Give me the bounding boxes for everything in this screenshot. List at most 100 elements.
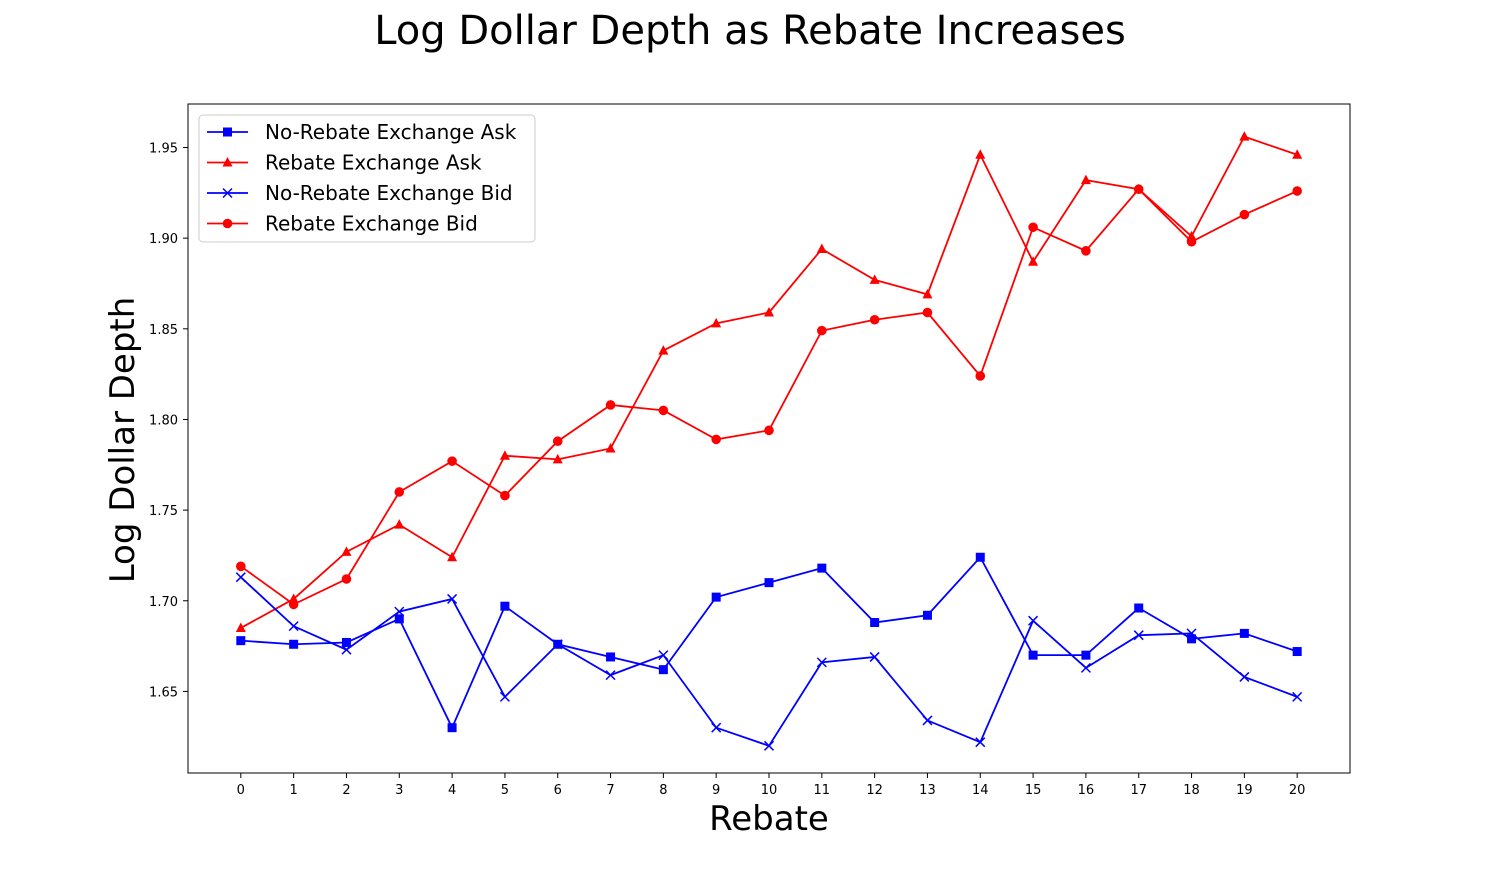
data-point [975, 552, 985, 562]
y-axis-ticks: 1.65 1.70 1.75 1.80 1.85 1.90 1.95 [149, 142, 188, 700]
data-point [922, 288, 933, 299]
x-tick-label: 15 [1025, 783, 1042, 798]
data-point [341, 637, 351, 647]
legend-label: No-Rebate Exchange Bid [265, 181, 513, 205]
x-tick-label: 14 [972, 783, 989, 798]
data-point [1186, 628, 1197, 639]
data-point [236, 561, 246, 572]
data-point [711, 317, 722, 328]
data-point [816, 243, 827, 254]
data-point [869, 314, 880, 325]
data-point [552, 436, 563, 447]
data-point [500, 490, 510, 501]
data-point [447, 593, 458, 604]
data-point [870, 618, 880, 628]
data-point [1028, 650, 1038, 660]
data-point [1292, 647, 1302, 657]
chart-title: Log Dollar Depth as Rebate Increases [374, 8, 1126, 54]
data-point [1187, 634, 1197, 644]
data-point [605, 400, 616, 410]
x-tick-label: 12 [866, 783, 883, 798]
x-tick-label: 11 [814, 783, 831, 798]
data-point [1239, 131, 1250, 141]
data-point [816, 657, 827, 668]
x-axis-label: Rebate [709, 799, 829, 839]
y-tick-label: 1.70 [149, 595, 178, 610]
x-axis-ticks: 0 1 2 3 4 5 6 7 8 9 10 11 12 13 14 15 16 17 18 19 20 [237, 773, 1306, 798]
data-point [922, 307, 933, 318]
data-point [447, 456, 457, 466]
data-point [711, 722, 722, 733]
data-point [552, 453, 563, 464]
data-point [605, 442, 616, 453]
data-point [1239, 209, 1250, 220]
data-point [764, 425, 774, 436]
x-tick-label: 5 [501, 783, 509, 798]
x-tick-label: 18 [1183, 783, 1200, 798]
legend-marker [222, 157, 233, 167]
data-point [764, 578, 774, 588]
x-tick-label: 19 [1236, 783, 1253, 798]
legend-marker [222, 218, 233, 229]
data-point [447, 551, 458, 562]
data-point [1080, 174, 1091, 185]
x-tick-label: 6 [554, 783, 562, 798]
data-point [1239, 628, 1249, 638]
y-tick-label: 1.65 [149, 685, 178, 700]
series-layer [235, 131, 1303, 751]
data-point [341, 546, 352, 556]
x-tick-label: 9 [712, 783, 720, 798]
y-tick-label: 1.75 [149, 504, 178, 519]
data-point [1292, 149, 1303, 159]
data-point [1292, 186, 1302, 196]
data-point [817, 563, 827, 573]
data-point [235, 572, 246, 583]
data-point [341, 644, 352, 655]
data-point [394, 614, 404, 624]
data-point [1239, 671, 1250, 682]
series-no-rebate-exchange-ask [236, 552, 1302, 733]
data-point [394, 519, 405, 529]
data-point [500, 601, 510, 611]
data-point [1081, 650, 1091, 660]
legend-box [198, 114, 536, 243]
x-tick-label: 17 [1130, 783, 1147, 798]
data-point [922, 715, 933, 726]
legend-item: Rebate Exchange Bid [207, 212, 478, 236]
data-point [869, 651, 880, 662]
data-point [1133, 630, 1144, 641]
x-tick-label: 0 [237, 783, 245, 798]
data-point [394, 487, 405, 497]
data-point [1080, 662, 1091, 673]
legend-label: Rebate Exchange Ask [265, 151, 482, 175]
data-point [499, 450, 510, 460]
series-no-rebate-exchange-bid [235, 572, 1303, 751]
y-axis-label: Log Dollar Depth [103, 297, 143, 584]
x-tick-label: 20 [1289, 783, 1306, 798]
y-tick-label: 1.95 [149, 142, 178, 157]
data-point [922, 610, 932, 620]
data-point [764, 306, 774, 317]
data-point [975, 149, 986, 159]
data-point [499, 691, 510, 702]
series-line [240, 187, 1298, 606]
data-point [869, 274, 880, 284]
x-tick-label: 13 [919, 783, 936, 798]
data-point [975, 371, 986, 381]
data-point [1028, 256, 1039, 266]
data-point [817, 325, 827, 336]
x-tick-label: 10 [761, 783, 778, 798]
legend-item: No-Rebate Exchange Ask [207, 120, 517, 144]
data-point [1028, 615, 1039, 626]
data-point [288, 621, 299, 632]
data-point [711, 434, 721, 445]
data-point [394, 606, 405, 617]
data-point [447, 723, 457, 733]
legend-marker [222, 187, 233, 199]
data-point [605, 670, 616, 681]
legend-item: No-Rebate Exchange Bid [207, 181, 513, 205]
legend: No-Rebate Exchange Ask Rebate Exchange As… [198, 114, 536, 243]
data-point [1133, 184, 1144, 195]
legend-label: No-Rebate Exchange Ask [265, 120, 517, 144]
